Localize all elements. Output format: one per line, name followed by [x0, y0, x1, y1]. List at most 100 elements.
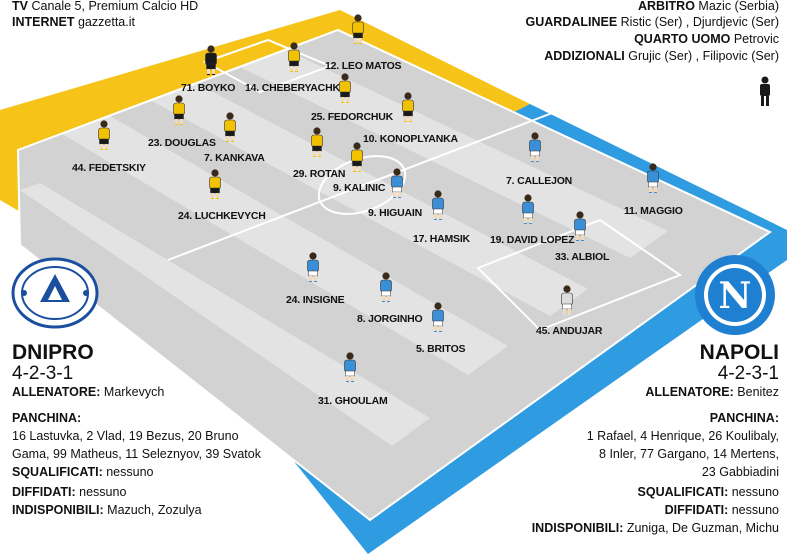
svg-text:N: N [719, 275, 752, 317]
home-formation: 4-2-3-1 [12, 363, 74, 384]
quarto-value: Petrovic [733, 32, 779, 46]
away-player-label: 31. GHOULAM [318, 395, 388, 407]
internet-line: INTERNET gazzetta.it [12, 14, 135, 30]
player-figure-icon [339, 73, 351, 103]
away-formation: 4-2-3-1 [717, 363, 779, 384]
tv-label: TV [12, 0, 28, 13]
arbitro-label: ARBITRO [637, 0, 695, 13]
home-player-label: 12. LEO MATOS [325, 60, 402, 72]
tv-value: Canale 5, Premium Calcio HD [31, 0, 199, 13]
home-player-label: 10. KONOPLYANKA [363, 133, 458, 145]
home-player-label: 14. CHEBERYACHKO [245, 82, 348, 94]
away-suspended-line: SQUALIFICATI: nessuno [638, 484, 779, 500]
player-figure-icon [288, 42, 300, 72]
home-warned-label: DIFFIDATI: [12, 485, 76, 499]
guardalinee-value: Ristic (Ser) , Djurdjevic (Ser) [620, 15, 779, 29]
player-figure-icon [351, 142, 363, 172]
home-unavailable: Mazuch, Zozulya [107, 503, 202, 517]
home-unavailable-line: INDISPONIBILI: Mazuch, Zozulya [12, 502, 202, 518]
away-player-label: 5. BRITOS [416, 343, 466, 355]
addizionali-line: ADDIZIONALI Grujic (Ser) , Filipovic (Se… [544, 48, 779, 64]
player-figure-icon [402, 92, 414, 122]
pitch-lines [16, 28, 772, 522]
away-bench-label: PANCHINA: [709, 411, 779, 425]
away-warned-line: DIFFIDATI: nessuno [665, 502, 779, 518]
player-figure-icon [522, 194, 534, 224]
away-team-name: NAPOLI [699, 341, 779, 364]
home-coach-label: ALLENATORE: [12, 385, 101, 399]
home-player-label: 25. FEDORCHUK [311, 111, 393, 123]
away-warned-label: DIFFIDATI: [664, 503, 729, 517]
home-suspended-label: SQUALIFICATI: [12, 465, 103, 479]
home-player-label: 29. ROTAN [293, 168, 346, 180]
player-figure-icon [224, 112, 236, 142]
player-figure-icon [380, 272, 392, 302]
away-unavailable-line: INDISPONIBILI: Zuniga, De Guzman, Michu [532, 520, 779, 536]
home-player-label: 24. LUCHKEVYCH [178, 210, 266, 222]
home-player-label: 9. KALINIC [333, 182, 386, 194]
home-suspended: nessuno [106, 465, 154, 479]
away-player-label: 24. INSIGNE [286, 294, 345, 306]
home-warned: nessuno [79, 485, 127, 499]
addizionali-label: ADDIZIONALI [544, 49, 625, 63]
away-coach-line: ALLENATORE: Benitez [645, 384, 779, 400]
quarto-label: QUARTO UOMO [634, 32, 731, 46]
away-player-label: 7. CALLEJON [506, 175, 573, 187]
home-player-label: 71. BOYKO [181, 82, 236, 94]
player-figure-icon [432, 302, 444, 332]
referee-icon [760, 76, 770, 106]
home-player-label: 44. FEDETSKIY [72, 162, 146, 174]
away-player-label: 17. HAMSIK [413, 233, 470, 245]
quarto-line: QUARTO UOMO Petrovic [634, 31, 779, 47]
player-figure-icon [529, 132, 541, 162]
player-figure-icon [311, 127, 323, 157]
away-player-label: 11. MAGGIO [624, 205, 683, 217]
home-coach: Markevych [103, 385, 165, 399]
away-unavailable: Zuniga, De Guzman, Michu [626, 521, 779, 535]
home-player-label: 7. KANKAVA [204, 152, 265, 164]
home-bench-line1: 16 Lastuvka, 2 Vlad, 19 Bezus, 20 Bruno [12, 429, 239, 443]
away-player-label: 8. JORGINHO [357, 313, 423, 325]
player-figure-icon [173, 95, 185, 125]
player-figure-icon [307, 252, 319, 282]
away-player-label: 45. ANDUJAR [536, 325, 603, 337]
home-bench-label: PANCHINA: [12, 411, 82, 425]
away-bench-line2: 8 Inler, 77 Gargano, 14 Mertens, [599, 447, 779, 461]
arbitro-value: Mazic (Serbia) [698, 0, 779, 13]
napoli-crest-icon: N [695, 255, 775, 335]
away-coach: Benitez [737, 385, 779, 399]
away-suspended: nessuno [731, 485, 779, 499]
guardalinee-line: GUARDALINEE Ristic (Ser) , Djurdjevic (S… [525, 14, 779, 30]
player-figure-icon [98, 120, 110, 150]
player-figure-icon [344, 352, 356, 382]
player-figure-icon [561, 285, 573, 315]
away-player-label: 33. ALBIOL [555, 251, 610, 263]
arbitro-line: ARBITRO Mazic (Serbia) [638, 0, 779, 14]
player-figure-icon [205, 45, 217, 75]
home-bench-line2: Gama, 99 Matheus, 11 Seleznyov, 39 Svato… [12, 447, 261, 461]
away-unavailable-label: INDISPONIBILI: [531, 521, 624, 535]
away-suspended-label: SQUALIFICATI: [637, 485, 729, 499]
home-team-name: DNIPRO [12, 341, 94, 364]
away-bench-line3: 23 Gabbiadini [701, 465, 779, 479]
player-figure-icon [352, 14, 364, 44]
internet-label: INTERNET [12, 15, 75, 29]
internet-value: gazzetta.it [77, 15, 135, 29]
pitch-surface [18, 30, 770, 520]
away-player-label: 9. HIGUAIN [368, 207, 423, 219]
home-coach-line: ALLENATORE: Markevych [12, 384, 164, 400]
player-figure-icon [647, 163, 659, 193]
home-unavailable-label: INDISPONIBILI: [12, 503, 104, 517]
home-player-label: 23. DOUGLAS [148, 137, 216, 149]
away-player-label: 19. DAVID LOPEZ [490, 234, 575, 246]
away-bench-line1: 1 Rafael, 4 Henrique, 26 Koulibaly, [586, 429, 779, 443]
dnipro-crest-icon [11, 257, 99, 329]
player-figure-icon [432, 190, 444, 220]
away-warned: nessuno [731, 503, 779, 517]
away-coach-label: ALLENATORE: [645, 385, 734, 399]
home-suspended-line: SQUALIFICATI: nessuno [12, 464, 153, 480]
player-figure-icon [209, 169, 221, 199]
player-figure-icon [574, 211, 586, 241]
tv-line: TV Canale 5, Premium Calcio HD [12, 0, 198, 14]
